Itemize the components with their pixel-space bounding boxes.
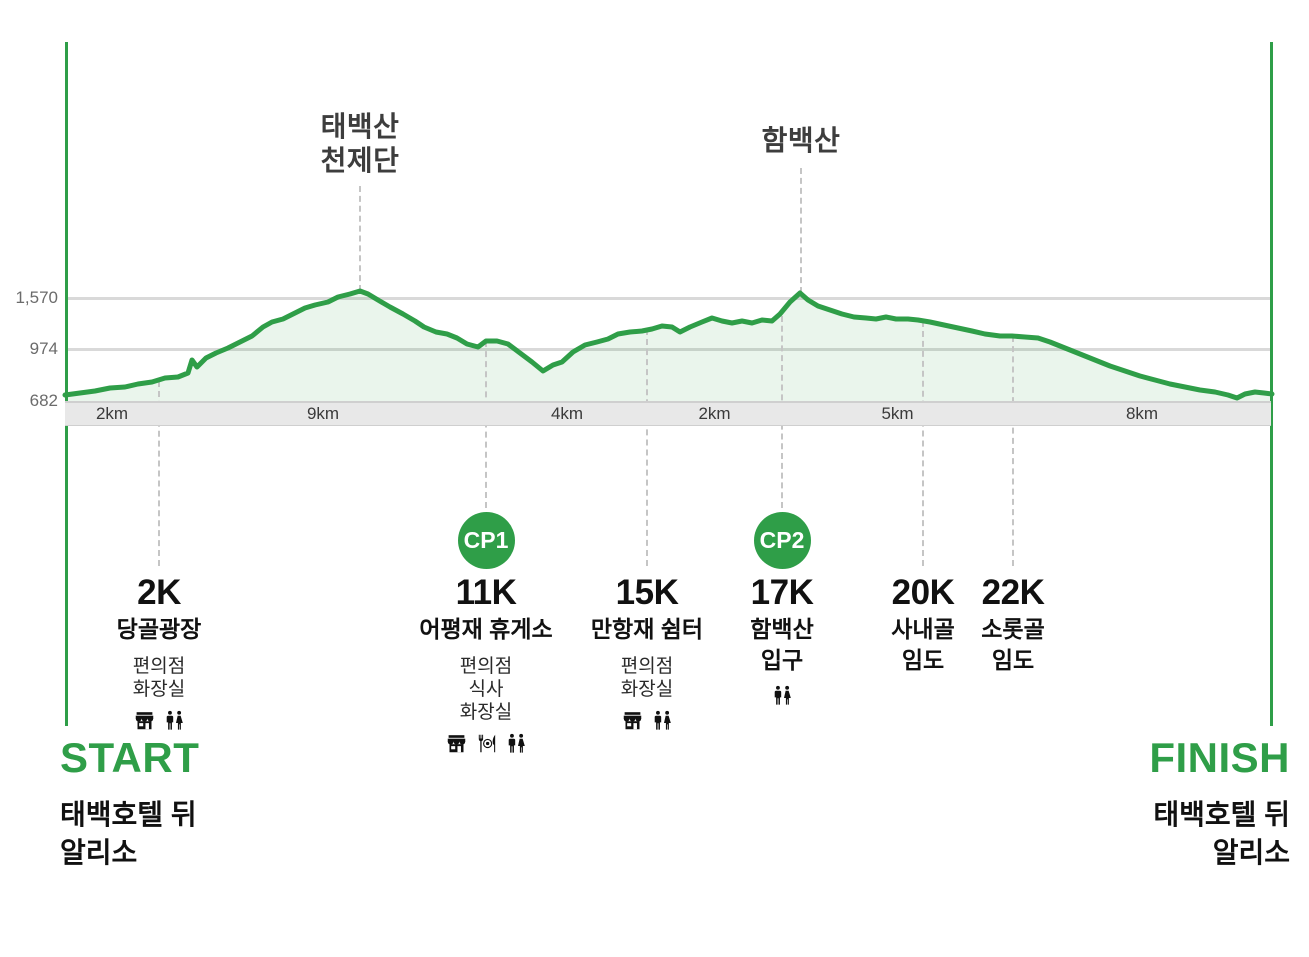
distance-segment: 2km bbox=[698, 404, 731, 423]
start-line-1: 태백호텔 뒤 bbox=[60, 799, 197, 830]
distance-band: 2km 9km 4km 2km 5km 8km bbox=[65, 401, 1271, 426]
elevation-line bbox=[62, 288, 1275, 401]
distance-segment: 5km bbox=[881, 404, 914, 423]
finish-line-1: 태백호텔 뒤 bbox=[1153, 799, 1290, 830]
distance-segment: 8km bbox=[1125, 404, 1159, 423]
finish-title: FINISH bbox=[1149, 734, 1290, 781]
distance-segment: 2km bbox=[95, 404, 129, 423]
start-block: START 태백호텔 뒤 알리소 bbox=[60, 733, 199, 872]
right-axis-line bbox=[1270, 42, 1273, 726]
start-line-2: 알리소 bbox=[60, 837, 138, 868]
finish-line-2: 알리소 bbox=[1212, 837, 1290, 868]
left-axis-line bbox=[65, 42, 68, 726]
distance-segment: 4km bbox=[550, 404, 584, 423]
start-title: START bbox=[60, 734, 200, 781]
distance-segment: 9km bbox=[306, 404, 340, 423]
elevation-area bbox=[65, 291, 1272, 401]
finish-block: FINISH 태백호텔 뒤 알리소 bbox=[1149, 733, 1290, 872]
